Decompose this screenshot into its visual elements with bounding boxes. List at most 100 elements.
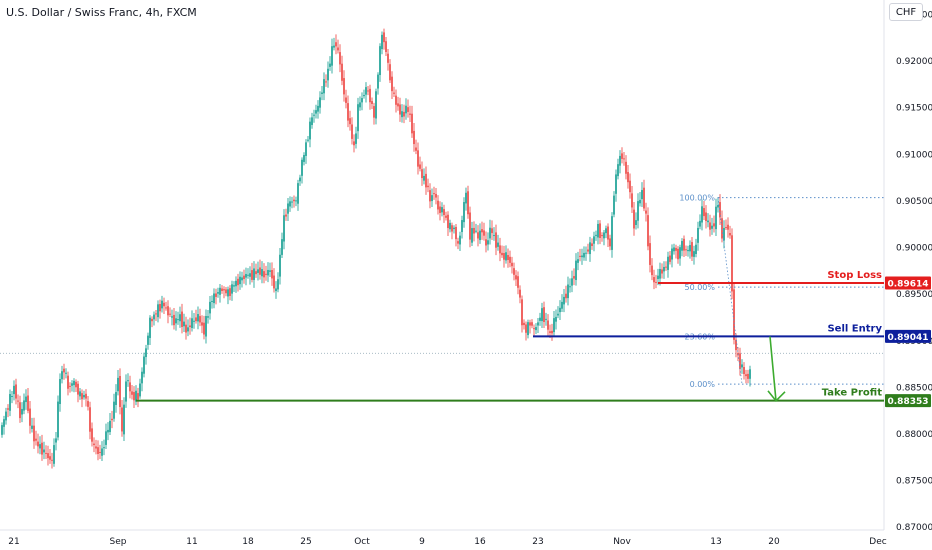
candle-body [191,318,193,329]
candle-body [213,293,215,304]
candle-body [461,220,463,233]
candle-body [317,105,319,112]
candle-body [425,173,427,188]
candle-body [601,235,603,237]
candle-body [375,91,377,119]
candle-body [397,103,399,107]
candle-body [357,104,359,132]
candle-body [647,215,649,247]
candle-body [517,276,519,288]
candle-body [107,429,109,433]
candle-body [439,206,441,213]
candle-body [193,320,195,322]
candle-body [261,269,263,277]
projection-arrowhead [767,390,786,403]
candle-body [693,251,695,257]
candle-body [695,244,697,255]
candle-body [119,376,121,408]
candle-body [743,367,745,375]
candle-body [215,293,217,297]
candle-body [691,242,693,257]
candle-body [727,224,729,230]
candle-body [149,317,151,338]
candle-body [311,117,313,125]
candle-body [381,34,383,50]
candle-body [465,192,467,204]
candle-body [161,300,163,309]
candle-body [65,372,67,374]
candle-body [365,87,367,95]
candle-body [703,208,705,217]
candle-body [17,400,19,402]
candle-body [101,448,103,456]
candle-body [471,228,473,243]
candle-body [441,207,443,213]
candle-body [391,76,393,92]
candle-body [565,293,567,299]
candle-body [479,230,481,241]
candle-body [453,227,455,230]
candle-body [31,425,33,429]
candle-body [179,314,181,322]
candle-body [109,420,111,433]
candle-body [675,247,677,251]
candle-body [719,202,721,218]
candle-body [121,407,123,432]
candle-body [83,395,85,398]
candle-body [135,390,137,402]
candle-body [705,212,707,222]
candle-body [85,393,87,399]
candle-body [653,277,655,283]
candle-body [491,228,493,234]
candle-body [433,193,435,195]
candle-body [413,130,415,145]
candle-body [145,348,147,358]
candle-body [227,289,229,297]
candle-body [419,164,421,169]
candle-body [273,275,275,289]
candle-body [667,256,669,270]
x-tick-label: 16 [474,537,486,547]
y-tick-label: 0.91500 [896,104,932,114]
candle-body [711,225,713,229]
candle-body [3,419,5,427]
candle-body [241,277,243,281]
candle-body [275,288,277,292]
candle-body [499,245,501,254]
candle-body [511,262,513,267]
candle-body [303,155,305,162]
candle-body [385,41,387,52]
candle-body [659,269,661,279]
candle-body [481,229,483,233]
candle-body [305,142,307,156]
candle-body [199,316,201,323]
candle-body [169,313,171,315]
candle-body [53,445,55,464]
candle-body [599,223,601,239]
candle-body [299,177,301,182]
take-profit-price-text: 0.88353 [888,397,929,407]
candle-body [633,209,635,229]
candle-body [307,139,309,141]
candle-body [637,201,639,221]
sell-entry-label: Sell Entry [827,323,882,334]
candle-body [403,111,405,117]
candle-body [97,447,99,454]
candle-body [377,74,379,89]
candle-body [627,172,629,183]
candle-body [183,321,185,327]
candle-body [459,235,461,245]
candle-body [67,375,69,389]
candle-body [399,104,401,115]
candle-body [325,81,327,83]
candle-body [497,242,499,247]
candle-body [25,396,27,403]
candle-body [205,316,207,337]
y-tick-label: 0.87000 [896,523,932,533]
candle-body [641,190,643,200]
currency-button[interactable]: CHF [889,3,923,21]
candle-body [589,242,591,255]
candle-body [35,438,37,441]
candle-body [175,318,177,324]
